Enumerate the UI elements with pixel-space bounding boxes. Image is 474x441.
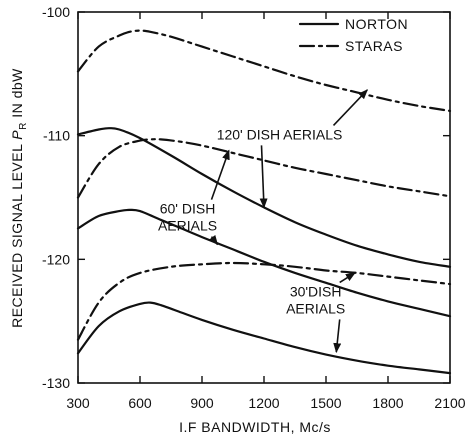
annotation-a120: 120' DISH AERIALS <box>217 89 368 209</box>
y-axis-title-symbol: P <box>9 130 25 140</box>
annotation-arrow <box>210 149 230 200</box>
y-axis-title-pre: RECEIVED SIGNAL LEVEL <box>9 140 25 328</box>
y-tick-label: -110 <box>43 128 70 144</box>
annotation-label: 30'DISH <box>290 283 342 299</box>
x-axis-title: I.F BANDWIDTH, Mc/s <box>179 419 331 435</box>
series-staras-60ft <box>76 138 452 199</box>
legend: NORTON STARAS <box>298 16 408 54</box>
series-norton-120ft <box>76 127 452 268</box>
series-norton-60ft <box>76 208 452 318</box>
x-tick-label: 600 <box>128 395 152 411</box>
annotation-label: AERIALS <box>158 218 217 234</box>
annotation-arrow <box>339 272 356 284</box>
x-tick-label: 2100 <box>434 395 465 411</box>
x-tick-label: 300 <box>66 395 90 411</box>
annotation-label: 60' DISH <box>160 201 216 217</box>
legend-label-staras: STARAS <box>345 38 403 54</box>
tick-labels: 300 600 900 1200 1500 1800 2100 -100 -110 -120 -13… <box>42 4 466 411</box>
annotation-arrow <box>333 319 342 354</box>
y-tick-label: -100 <box>42 4 70 20</box>
x-tick-label: 1200 <box>248 395 279 411</box>
x-tick-label: 900 <box>190 395 214 411</box>
series-staras-120ft <box>76 29 452 112</box>
series-staras-30ft <box>76 261 452 341</box>
y-axis-title-subscript: R <box>18 122 29 130</box>
series-norton-30ft <box>76 301 452 375</box>
annotation-arrow <box>208 234 219 246</box>
series-curves <box>76 29 452 375</box>
annotation-arrow <box>332 89 368 126</box>
annotation-label: 120' DISH AERIALS <box>217 126 343 142</box>
axis-ticks <box>77 11 451 384</box>
y-tick-label: -130 <box>42 375 70 391</box>
x-tick-label: 1800 <box>372 395 403 411</box>
y-axis-title-post: IN dbW <box>9 68 25 122</box>
y-tick-label: -120 <box>42 251 70 267</box>
legend-label-norton: NORTON <box>345 16 408 32</box>
y-axis-title: RECEIVED SIGNAL LEVEL PR IN dbW <box>9 68 29 328</box>
annotation-label: AERIALS <box>286 300 345 316</box>
annotation-arrow <box>259 145 268 209</box>
x-tick-label: 1500 <box>310 395 341 411</box>
